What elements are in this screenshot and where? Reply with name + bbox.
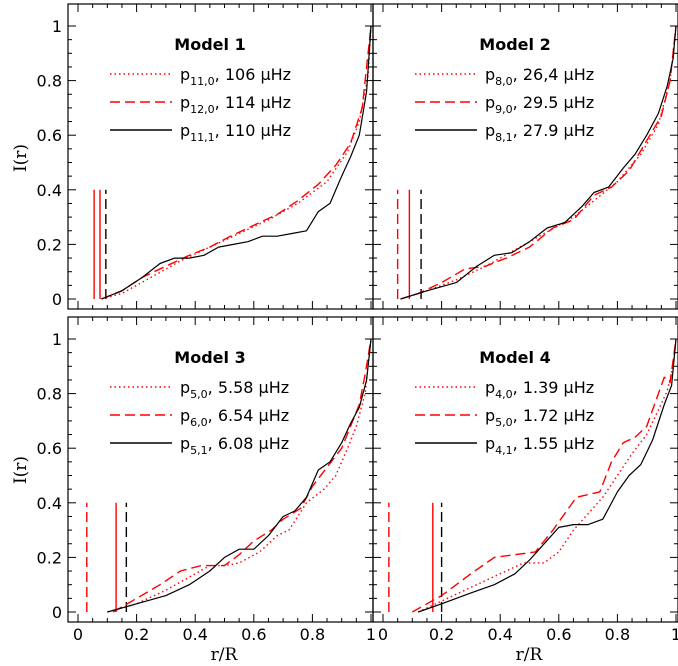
y-tick-label: 0.2 [37, 548, 62, 567]
series-line-solid [418, 338, 677, 613]
legend-entry: p4,1, 1.55 μHz [485, 434, 594, 457]
legend-entry: p8,1, 27.9 μHz [485, 121, 594, 144]
legend-entry: p11,1, 110 μHz [180, 121, 291, 144]
y-tick-label: 0.8 [37, 72, 62, 91]
x-tick-label: 0.4 [487, 625, 512, 644]
series-line-dotted [417, 338, 677, 613]
x-tick-label: 1 [366, 625, 376, 644]
series-line-solid [400, 25, 677, 300]
panel-frame [372, 3, 678, 310]
panel-title: Model 3 [174, 348, 245, 367]
x-tick-label: 0.6 [241, 625, 266, 644]
y-tick-label: 0 [52, 290, 62, 309]
series-line-dotted [101, 25, 372, 300]
x-tick-label: 0.6 [546, 625, 571, 644]
x-tick-label: 0 [378, 625, 388, 644]
legend-entry: p5,0, 1.72 μHz [485, 406, 594, 429]
y-tick-label: 0.4 [37, 181, 62, 200]
y-tick-label: 1 [52, 17, 62, 36]
series-line-dotted [107, 338, 372, 613]
panel-frame [372, 316, 678, 623]
legend-entry: p4,0, 1.39 μHz [485, 378, 594, 401]
x-tick-label: 0.8 [605, 625, 630, 644]
legend-entry: p5,1, 6.08 μHz [180, 434, 289, 457]
series-line-dashed [400, 25, 677, 300]
x-axis-label-right: r/R [516, 645, 544, 665]
x-tick-label: 0 [73, 625, 83, 644]
panel-title: Model 1 [174, 35, 245, 54]
y-tick-label: 0.4 [37, 494, 62, 513]
y-tick-label: 0.6 [37, 439, 62, 458]
x-tick-label: 0.2 [429, 625, 454, 644]
legend-entry: p8,0, 26,4 μHz [485, 65, 594, 88]
panel-2: Model 2 p8,0, 26,4 μHz p9,0, 29.5 μHz p8,1,… [372, 3, 678, 310]
series-line-dashed [101, 25, 372, 300]
series-line-dashed [112, 338, 372, 613]
x-tick-label: 1 [671, 625, 678, 644]
series-line-dashed [411, 338, 677, 613]
series-line-solid [107, 338, 372, 613]
panel-3: 0 0.2 0.4 0.6 0.8 1 0 0.2 0.4 0.6 0.8 1 Model 3 p5,0,… [37, 316, 376, 644]
legend-entry: p9,0, 29.5 μHz [485, 93, 594, 116]
panel-title: Model 4 [479, 348, 550, 367]
legend-entry: p12,0, 114 μHz [180, 93, 291, 116]
panels: 0 0.2 0.4 0.6 0.8 1 Model 1 p11,0, 106 μHz p12,0… [37, 3, 678, 644]
series-line-dotted [400, 25, 677, 300]
legend-entry: p6,0, 6.54 μHz [180, 406, 289, 429]
series-line-solid [101, 25, 372, 300]
y-axis-label-bottom: I(r) [11, 456, 31, 484]
panel-4: 0 0.2 0.4 0.6 0.8 1 Model 4 p4,0, 1.39 μHz p5,0,… [372, 316, 678, 644]
y-tick-label: 1 [52, 330, 62, 349]
x-axis-label-left: r/R [211, 645, 239, 665]
x-tick-label: 0.8 [300, 625, 325, 644]
legend-entry: p5,0, 5.58 μHz [180, 378, 289, 401]
y-tick-label: 0.2 [37, 235, 62, 254]
legend-entry: p11,0, 106 μHz [180, 65, 291, 88]
x-tick-label: 0.4 [182, 625, 207, 644]
y-axis-label-top: I(r) [11, 144, 31, 172]
y-tick-label: 0.6 [37, 126, 62, 145]
y-tick-label: 0.8 [37, 385, 62, 404]
panel-title: Model 2 [479, 35, 550, 54]
panel-1: 0 0.2 0.4 0.6 0.8 1 Model 1 p11,0, 106 μHz p12,0… [37, 3, 374, 310]
y-tick-label: 0 [52, 603, 62, 622]
x-tick-label: 0.2 [124, 625, 149, 644]
